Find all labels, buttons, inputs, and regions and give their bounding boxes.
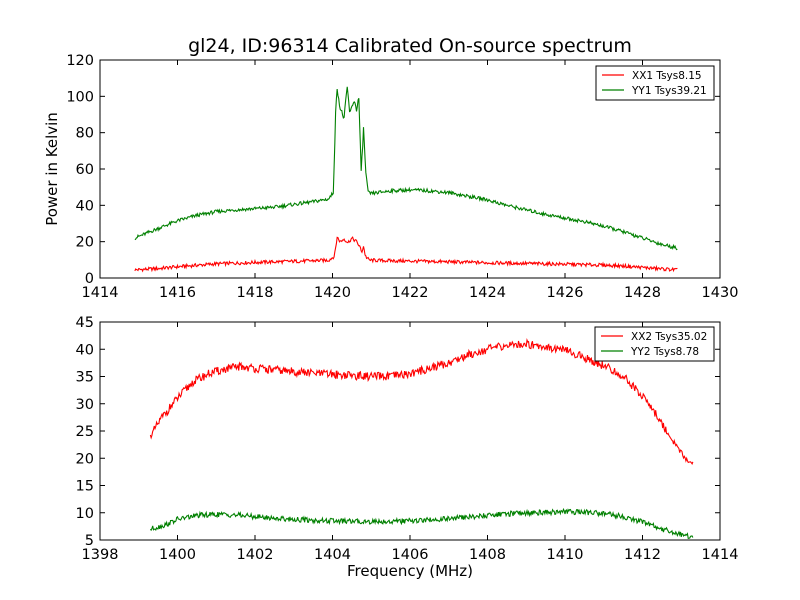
x-tick-label: 1402 [237,547,274,563]
series-line-xx2 [149,338,694,466]
x-tick-label: 1410 [547,547,584,563]
y-tick-label: 0 [85,271,94,287]
x-tick-label: 1408 [469,547,506,563]
bottom-spectrum-panel: 1398 1400 1402 1404 1406 1408 1410 1412 1414 5 10 1… [76,315,739,563]
y-tick-label: 120 [66,53,94,69]
y-tick-label: 40 [76,198,94,214]
legend-entry: XX2 Tsys35.02 [631,331,707,343]
series-line-yy1 [134,86,678,251]
y-tick-label: 10 [76,506,94,522]
x-tick-label: 1416 [159,285,196,301]
x-tick-label: 1400 [159,547,196,563]
legend-box [595,65,715,101]
x-tick-label: 1406 [392,547,429,563]
x-tick-label: 1412 [624,547,661,563]
x-tick-label: 1414 [702,547,739,563]
x-tick-label: 1430 [702,285,739,301]
y-tick-label: 20 [76,451,94,467]
x-tick-label: 1426 [547,285,584,301]
y-tick-label: 25 [76,424,94,440]
x-tick-label: 1414 [82,285,119,301]
x-tick-label: 1424 [469,285,506,301]
x-tick-label: 1404 [314,547,351,563]
y-tick-label: 35 [76,370,94,386]
figure-title: gl24, ID:96314 Calibrated On-source spec… [188,35,632,57]
y-tick-label: 20 [76,235,94,251]
y-tick-label: 30 [76,397,94,413]
x-tick-label: 1420 [314,285,351,301]
legend: XX1 Tsys8.15 YY1 Tsys39.21 [595,65,715,101]
y-tick-label: 15 [76,479,94,495]
series-line-xx1 [134,236,678,273]
legend-entry: XX1 Tsys8.15 [632,70,702,82]
legend: XX2 Tsys35.02 YY2 Tsys8.78 [594,326,715,362]
y-tick-label: 80 [76,126,94,142]
x-tick-label: 1398 [82,547,119,563]
y-tick-label: 60 [76,162,94,178]
legend-entry: YY2 Tsys8.78 [630,346,699,358]
y-tick-label: 40 [76,342,94,358]
x-tick-label: 1428 [624,285,661,301]
legend-entry: YY1 Tsys39.21 [631,85,707,97]
y-tick-label: 45 [76,315,94,331]
x-axis-title: Frequency (MHz) [347,562,473,580]
series-line-yy2 [149,507,694,540]
x-tick-label: 1418 [237,285,274,301]
x-tick-label: 1422 [392,285,429,301]
y-tick-label: 5 [85,533,94,549]
legend-box [594,326,715,362]
top-spectrum-panel: 1414 1416 1418 1420 1422 1424 1426 1428 1430 0 20 4… [66,53,738,301]
y-axis-title: Power in Kelvin [43,112,61,226]
y-tick-label: 100 [66,89,94,105]
